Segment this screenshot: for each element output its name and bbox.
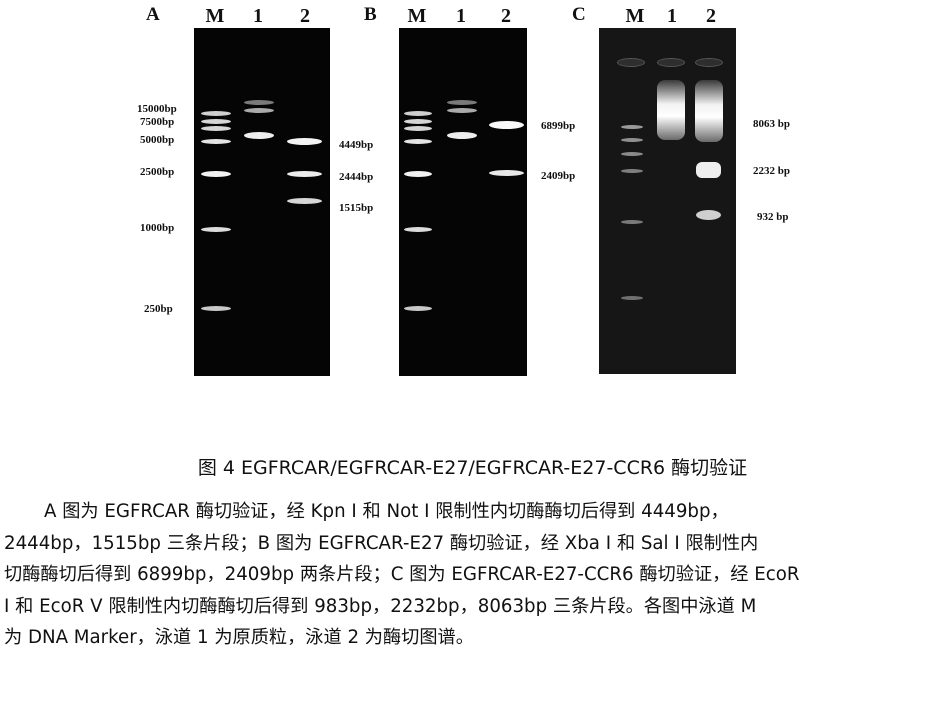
gel-band [621, 152, 643, 156]
panel-c-lane-1: 1 [667, 5, 677, 27]
panel-b-lane-1: 1 [456, 5, 466, 27]
gel-image-a [194, 28, 330, 376]
gel-band [447, 132, 477, 139]
figure-description: A 图为 EGFRCAR 酶切验证，经 Kpn I 和 Not I 限制性内切酶… [4, 496, 942, 654]
gel-band [201, 306, 231, 311]
gel-band [404, 171, 432, 177]
gel-band [201, 171, 231, 177]
description-line: 切酶酶切后得到 6899bp，2409bp 两条片段；C 图为 EGFRCAR-… [4, 564, 800, 585]
fragment-label-2444bp: 2444bp [339, 171, 374, 183]
gel-band [244, 108, 274, 113]
description-line: A 图为 EGFRCAR 酶切验证，经 Kpn I 和 Not I 限制性内切酶… [44, 501, 729, 522]
gel-band [621, 169, 643, 173]
gel-band [489, 121, 524, 129]
marker-label-7500bp: 7500bp [140, 116, 175, 128]
panel-a-lane-2: 2 [300, 5, 310, 27]
gel-band [621, 220, 643, 224]
panel-c-lane-m: M [625, 5, 645, 27]
panel-a-lane-1: 1 [253, 5, 263, 27]
gel-band [404, 306, 432, 311]
fragment-label-4449bp: 4449bp [339, 139, 374, 151]
description-line: 2444bp，1515bp 三条片段；B 图为 EGFRCAR-E27 酶切验证… [4, 532, 759, 554]
fragment-label-1515bp: 1515bp [339, 202, 374, 214]
gel-image-b [399, 28, 527, 376]
gel-band [695, 80, 723, 142]
gel-band [696, 210, 721, 220]
gel-band [404, 111, 432, 116]
gel-band [244, 100, 274, 105]
description-line: I 和 EcoR V 限制性内切酶酶切后得到 983bp，2232bp，8063… [4, 595, 757, 617]
gel-well [657, 58, 685, 67]
marker-label-250bp: 250bp [144, 303, 173, 315]
panel-a-lane-m: M [205, 5, 225, 27]
fragment-label-6899bp: 6899bp [541, 120, 576, 132]
gel-band [447, 100, 477, 105]
fragment-label-2232bp: 2232 bp [753, 165, 790, 177]
gel-band [404, 126, 432, 131]
panel-b-lane-m: M [407, 5, 427, 27]
panel-b-lane-2: 2 [501, 5, 511, 27]
marker-label-15000bp: 15000bp [137, 103, 177, 115]
gel-band [621, 125, 643, 129]
gel-band [657, 80, 685, 140]
figure-caption: 图 4 EGFRCAR/EGFRCAR-E27/EGFRCAR-E27-CCR6… [197, 457, 748, 479]
fragment-label-932bp: 932 bp [757, 211, 789, 223]
gel-band [201, 126, 231, 131]
marker-label-1000bp: 1000bp [140, 222, 175, 234]
gel-band [201, 111, 231, 116]
panel-b-letter: B [364, 4, 377, 25]
gel-band [489, 170, 524, 176]
gel-band [201, 139, 231, 144]
gel-band [244, 132, 274, 139]
gel-well [617, 58, 645, 67]
panel-c-lane-2: 2 [706, 5, 716, 27]
marker-label-2500bp: 2500bp [140, 166, 175, 178]
gel-well [695, 58, 723, 67]
gel-band [287, 198, 322, 204]
gel-image-c [599, 28, 736, 374]
description-line: 为 DNA Marker，泳道 1 为原质粒，泳道 2 为酶切图谱。 [4, 627, 474, 648]
gel-band [621, 138, 643, 142]
gel-band [201, 227, 231, 232]
gel-band [287, 138, 322, 145]
gel-band [696, 162, 721, 178]
gel-band [621, 296, 643, 300]
panel-a-letter: A [146, 4, 160, 25]
gel-band [404, 139, 432, 144]
fragment-label-2409bp: 2409bp [541, 170, 576, 182]
fragment-label-8063bp: 8063 bp [753, 118, 790, 130]
panel-c-letter: C [572, 4, 586, 25]
gel-band [404, 227, 432, 232]
gel-band [404, 119, 432, 124]
gel-band [287, 171, 322, 177]
gel-band [201, 119, 231, 124]
marker-label-5000bp: 5000bp [140, 134, 175, 146]
gel-band [447, 108, 477, 113]
